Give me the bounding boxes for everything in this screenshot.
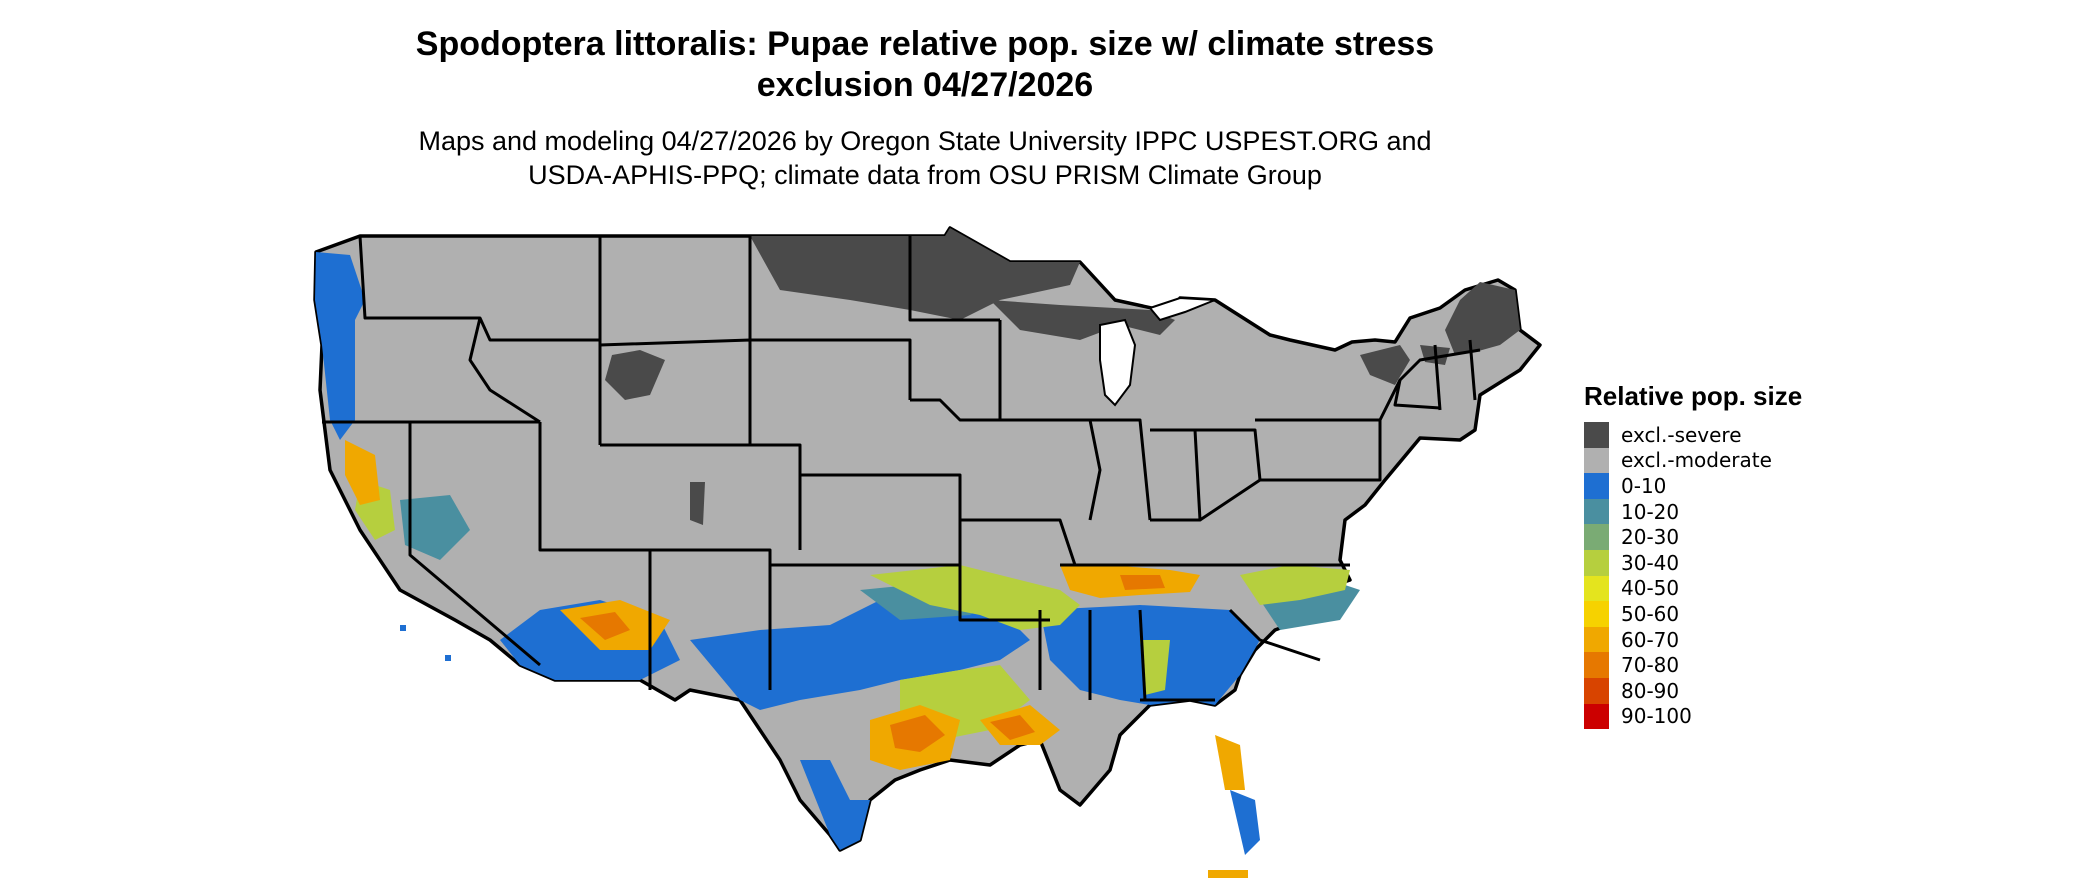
legend-label: 50-60	[1621, 601, 1680, 626]
legend-label: 20-30	[1621, 525, 1680, 550]
legend-item: 90-100	[1584, 703, 1802, 730]
legend-swatch	[1584, 626, 1609, 653]
legend-swatch	[1584, 601, 1609, 627]
legend-item: 60-70	[1584, 626, 1802, 653]
title-line-2: exclusion 04/27/2026	[756, 66, 1094, 104]
legend-swatch	[1584, 575, 1609, 602]
legend-item: 30-40	[1584, 549, 1802, 576]
legend-item: 70-80	[1584, 652, 1802, 678]
legend-swatch	[1584, 549, 1609, 576]
legend-label: 40-50	[1621, 576, 1680, 601]
map-title: Spodoptera littoralis: Pupae relative po…	[260, 24, 1590, 106]
legend-swatch	[1584, 498, 1609, 525]
legend-label: 60-70	[1621, 627, 1680, 652]
legend-item: 20-30	[1584, 524, 1802, 550]
coastal-specks	[400, 625, 1248, 878]
legend: Relative pop. size excl.-severe excl.-mod…	[1584, 381, 1803, 730]
legend-item: 80-90	[1584, 677, 1802, 704]
legend-item: 0-10	[1584, 473, 1802, 499]
legend-swatch	[1584, 703, 1609, 730]
legend-swatch	[1584, 652, 1609, 678]
legend-label: 30-40	[1621, 550, 1680, 575]
legend-item: 10-20	[1584, 498, 1802, 525]
legend-items: excl.-severe excl.-moderate 0-10 10-20 20-30…	[1584, 422, 1802, 730]
legend-label: 10-20	[1621, 499, 1680, 524]
legend-swatch	[1584, 447, 1609, 474]
subtitle-line-2: USDA-APHIS-PPQ; climate data from OSU PR…	[528, 160, 1322, 190]
legend-swatch	[1584, 473, 1609, 499]
legend-swatch	[1584, 677, 1609, 704]
legend-label: excl.-moderate	[1621, 448, 1772, 473]
legend-item: 50-60	[1584, 601, 1802, 627]
range-70-80-areas	[580, 575, 1165, 752]
severe-exclusion-areas	[605, 228, 1520, 525]
great-lakes	[1099, 296, 1216, 407]
legend-item: excl.-moderate	[1584, 447, 1802, 474]
legend-item: excl.-severe	[1584, 422, 1802, 448]
subtitle-line-1: Maps and modeling 04/27/2026 by Oregon S…	[418, 126, 1432, 156]
map-subtitle: Maps and modeling 04/27/2026 by Oregon S…	[260, 124, 1590, 192]
title-line-1: Spodoptera littoralis: Pupae relative po…	[415, 25, 1435, 63]
legend-label: 80-90	[1621, 678, 1680, 703]
legend-swatch	[1584, 524, 1609, 550]
legend-swatch	[1584, 422, 1609, 448]
legend-item: 40-50	[1584, 575, 1802, 602]
legend-label: 90-100	[1621, 704, 1692, 729]
legend-label: excl.-severe	[1621, 422, 1742, 447]
legend-label: 0-10	[1621, 473, 1667, 498]
legend-label: 70-80	[1621, 653, 1680, 678]
legend-title: Relative pop. size	[1584, 381, 1803, 411]
state-boundaries	[322, 235, 1481, 702]
